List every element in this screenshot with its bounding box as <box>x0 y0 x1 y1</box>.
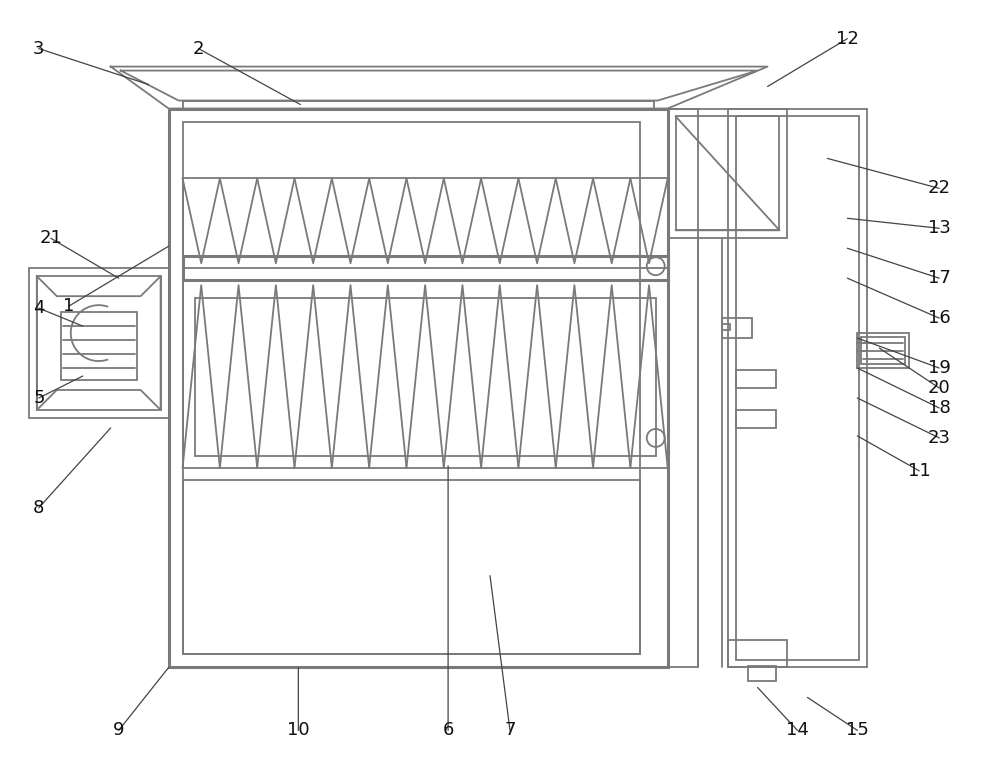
Text: 3: 3 <box>33 40 45 57</box>
Text: 12: 12 <box>836 29 859 47</box>
Text: 23: 23 <box>928 429 951 447</box>
Bar <box>183 178 668 268</box>
Bar <box>29 268 169 418</box>
Text: 10: 10 <box>287 722 310 740</box>
Bar <box>728 109 867 667</box>
Bar <box>37 276 161 410</box>
Text: 22: 22 <box>928 179 951 197</box>
Bar <box>728 639 787 667</box>
Bar <box>183 480 640 653</box>
Text: 7: 7 <box>504 722 516 740</box>
Bar <box>722 324 730 330</box>
Bar <box>857 333 909 368</box>
Text: 17: 17 <box>928 269 951 287</box>
Text: 19: 19 <box>928 359 951 377</box>
Bar <box>668 109 787 238</box>
Text: 1: 1 <box>63 297 74 315</box>
Text: 8: 8 <box>33 499 45 517</box>
Text: 18: 18 <box>928 399 951 417</box>
Bar <box>183 256 668 280</box>
Bar <box>748 666 776 681</box>
Bar <box>722 318 752 338</box>
Bar <box>736 116 859 660</box>
Text: 21: 21 <box>39 229 62 248</box>
Bar <box>676 116 779 230</box>
Text: 2: 2 <box>193 40 204 57</box>
Text: 11: 11 <box>908 462 931 480</box>
Bar <box>195 298 656 456</box>
Bar <box>736 370 776 388</box>
Text: 9: 9 <box>113 722 124 740</box>
Text: 5: 5 <box>33 389 45 407</box>
Bar <box>169 109 668 667</box>
Text: 15: 15 <box>846 722 869 740</box>
Bar <box>861 337 905 364</box>
Text: 14: 14 <box>786 722 809 740</box>
Text: 6: 6 <box>442 722 454 740</box>
Bar <box>183 280 668 468</box>
Text: 13: 13 <box>928 220 951 237</box>
Text: 4: 4 <box>33 299 45 317</box>
Bar <box>736 410 776 428</box>
Bar <box>183 123 640 653</box>
Bar <box>61 312 137 380</box>
Text: 16: 16 <box>928 309 951 327</box>
Text: 20: 20 <box>928 379 951 397</box>
